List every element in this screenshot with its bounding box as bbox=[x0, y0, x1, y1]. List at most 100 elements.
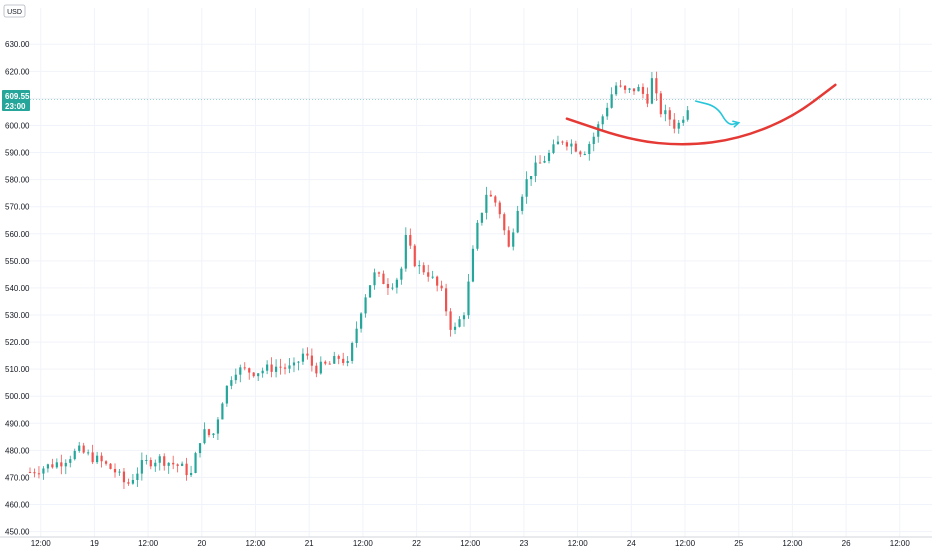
candle-body bbox=[261, 370, 264, 374]
currency-label-box bbox=[3, 4, 26, 18]
candle-body bbox=[377, 272, 381, 274]
candle-body bbox=[203, 429, 206, 444]
y-tick-label: 590.00 bbox=[5, 149, 30, 158]
candle-body bbox=[427, 272, 430, 277]
candle-body bbox=[351, 342, 354, 361]
candle-body bbox=[650, 78, 654, 104]
candle-body bbox=[570, 143, 573, 147]
candle-body bbox=[538, 162, 542, 164]
y-tick-label: 520.00 bbox=[5, 338, 30, 347]
candle-body bbox=[315, 365, 318, 374]
x-tick-label: 12:00 bbox=[138, 539, 159, 548]
candle-body bbox=[337, 356, 340, 359]
y-tick-label: 450.00 bbox=[5, 528, 30, 537]
drawn-arc[interactable] bbox=[565, 83, 837, 146]
candle-body bbox=[118, 471, 121, 473]
candle-body bbox=[458, 319, 461, 327]
last-price-value: 609.55 bbox=[5, 92, 30, 101]
candle-body bbox=[234, 374, 237, 381]
x-tick-label: 24 bbox=[627, 539, 636, 548]
candle-body bbox=[673, 119, 676, 129]
candle-body bbox=[413, 245, 416, 267]
last-price-badge: 609.55 23:00 bbox=[2, 90, 30, 111]
candle-body bbox=[641, 86, 645, 94]
x-tick-label: 21 bbox=[305, 539, 314, 548]
candle-body bbox=[248, 368, 251, 373]
candle-body bbox=[283, 367, 287, 369]
candle-body bbox=[37, 473, 41, 475]
candle-body bbox=[158, 456, 161, 463]
candle-body bbox=[28, 472, 32, 474]
x-tick-label: 20 bbox=[197, 539, 206, 548]
candle-body bbox=[422, 265, 425, 273]
candle-body bbox=[172, 462, 175, 465]
candle-body bbox=[266, 364, 269, 371]
y-tick-label: 620.00 bbox=[5, 67, 30, 76]
candle-body bbox=[619, 85, 622, 87]
candle-body bbox=[659, 93, 662, 115]
drawn-arrow-head bbox=[732, 120, 741, 128]
y-tick-label: 600.00 bbox=[5, 121, 30, 130]
candle-body bbox=[221, 403, 224, 420]
x-tick-label: 19 bbox=[90, 539, 99, 548]
candle-body bbox=[507, 230, 510, 247]
last-price-countdown: 23:00 bbox=[5, 102, 26, 111]
candle-body bbox=[431, 276, 434, 278]
candle-body bbox=[333, 356, 336, 364]
candle-body bbox=[606, 107, 609, 117]
candle-body bbox=[176, 464, 179, 466]
candle-body bbox=[73, 450, 76, 460]
y-tick-label: 560.00 bbox=[5, 230, 30, 239]
candle-body bbox=[498, 202, 501, 215]
candle-body bbox=[91, 452, 94, 463]
drawn-arrow[interactable] bbox=[694, 100, 740, 126]
candle-body bbox=[556, 141, 560, 145]
candle-body bbox=[243, 367, 246, 369]
candle-body bbox=[467, 281, 470, 316]
candle-body bbox=[96, 455, 99, 463]
candle-body bbox=[646, 93, 649, 104]
candle-body bbox=[274, 366, 278, 372]
grid-lines bbox=[30, 8, 932, 537]
candle-body bbox=[592, 136, 595, 145]
candle-body bbox=[310, 355, 313, 366]
candle-body bbox=[212, 433, 215, 436]
candle-body bbox=[525, 179, 528, 197]
candle-body bbox=[489, 194, 492, 197]
candle-body bbox=[163, 456, 166, 466]
candle-body bbox=[136, 473, 139, 480]
y-tick-label: 570.00 bbox=[5, 203, 30, 212]
candle-body bbox=[668, 110, 671, 120]
candle-body bbox=[42, 468, 45, 474]
candle-body bbox=[355, 328, 358, 343]
y-tick-label: 510.00 bbox=[5, 365, 30, 374]
time-axis[interactable]: 12:00 19 12:00 20 12:00 21 12:00 22 12:00 23 12:00… bbox=[0, 536, 932, 548]
candle-body bbox=[682, 119, 685, 123]
candle-body bbox=[194, 453, 197, 473]
candle-body bbox=[297, 361, 300, 363]
x-tick-label: 12:00 bbox=[460, 539, 481, 548]
candle-body bbox=[167, 462, 170, 466]
candle-body bbox=[395, 279, 398, 288]
y-tick-label: 460.00 bbox=[5, 501, 30, 510]
candle-body bbox=[230, 380, 233, 386]
x-tick-label: 12:00 bbox=[675, 539, 696, 548]
candle-body bbox=[391, 287, 394, 289]
candle-body bbox=[628, 88, 631, 90]
candle-body bbox=[51, 464, 54, 468]
candle-body bbox=[664, 110, 667, 115]
drawings bbox=[565, 83, 837, 146]
candle-body bbox=[257, 373, 260, 377]
candle-body bbox=[154, 462, 157, 467]
candle-body bbox=[33, 472, 36, 474]
candle-body bbox=[46, 464, 49, 469]
candle-body bbox=[503, 214, 506, 231]
candles bbox=[28, 71, 689, 490]
candle-body bbox=[104, 461, 108, 464]
candle-body bbox=[225, 385, 228, 404]
currency-label[interactable]: USD bbox=[3, 4, 26, 18]
candle-body bbox=[252, 372, 255, 377]
currency-label-text: USD bbox=[7, 9, 22, 16]
x-tick-label: 26 bbox=[842, 539, 851, 548]
